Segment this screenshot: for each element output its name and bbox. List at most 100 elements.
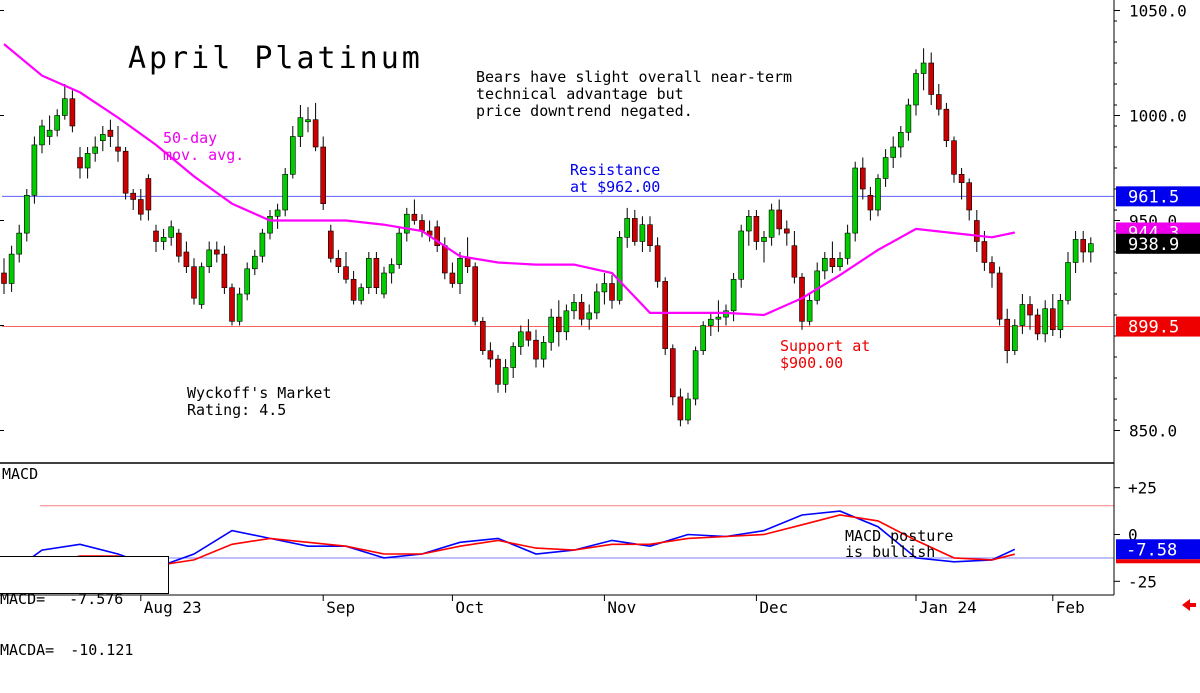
candle-body	[236, 293, 243, 322]
candle-body	[160, 237, 167, 242]
candle-body	[107, 129, 114, 137]
candle-body	[441, 245, 448, 274]
candle-body	[502, 367, 509, 385]
candle-body	[457, 257, 463, 284]
x-tick-label: Sep	[326, 598, 355, 617]
macd-comment-line-1: MACD posture	[845, 527, 953, 545]
candle-body	[905, 104, 912, 133]
y-tick-label: 850.0	[1129, 422, 1177, 441]
candle-body	[358, 287, 365, 301]
commentary-line-3: price downtrend negated.	[476, 102, 693, 120]
candle-body	[1034, 314, 1041, 335]
candle-body	[388, 264, 395, 274]
macd-y-tick-label: -25	[1128, 572, 1157, 591]
candle-body	[631, 218, 638, 242]
candle-body	[616, 237, 623, 301]
candle-body	[852, 167, 859, 234]
candle-body	[662, 281, 669, 349]
price-tag-label: 899.5	[1128, 318, 1179, 338]
scroll-right-arrow-icon[interactable]	[1182, 599, 1196, 611]
commentary-annotation: Bears have slight overall near-term tech…	[476, 68, 792, 120]
candle-body	[669, 348, 676, 398]
candle-body	[221, 253, 228, 289]
candle-body	[958, 174, 965, 184]
candle-body	[8, 253, 15, 284]
candle-body	[77, 157, 83, 169]
candle-body	[837, 257, 843, 267]
candle-body	[578, 302, 585, 320]
chart-title: April Platinum	[128, 41, 423, 76]
candle-body	[738, 230, 745, 280]
candle-body	[39, 125, 45, 146]
x-tick-label: Feb	[1056, 598, 1085, 617]
candle-body	[677, 396, 684, 421]
candle-body	[1050, 308, 1056, 331]
candle-body	[624, 218, 631, 238]
candle-body	[920, 62, 927, 74]
candle-body	[844, 232, 851, 259]
candle-body	[69, 98, 76, 127]
candle-body	[31, 144, 38, 196]
candle-body	[403, 213, 410, 234]
candle-body	[791, 245, 798, 278]
macd-panel-title: MACD	[2, 465, 38, 483]
ma-label-line-1: 50-day	[163, 129, 217, 147]
candle-body	[639, 224, 646, 242]
candle-body	[973, 220, 980, 242]
candle-body	[115, 146, 121, 152]
macda-tag-strip	[1116, 559, 1200, 564]
candle-body	[183, 251, 190, 267]
candle-body	[601, 283, 608, 293]
candle-body	[989, 262, 995, 274]
candle-body	[206, 249, 212, 267]
candle-body	[472, 266, 479, 322]
candle-body	[654, 245, 661, 282]
candle-body	[61, 98, 68, 116]
moving-average-line	[3, 43, 1016, 317]
x-tick-label: Dec	[759, 598, 788, 617]
candle-body	[814, 270, 821, 301]
candle-body	[145, 178, 152, 211]
candle-body	[890, 146, 897, 158]
candle-body	[479, 320, 486, 351]
candle-body	[487, 350, 494, 360]
candle-body	[130, 192, 136, 200]
candle-body	[776, 209, 783, 230]
candle-body	[244, 268, 250, 295]
candle-body	[935, 94, 942, 110]
y-tick-label: 1050.0	[1129, 2, 1187, 21]
y-tick-label: 1000.0	[1129, 107, 1187, 126]
macd-tag	[1116, 539, 1200, 560]
macd-readout-value: -7.576	[69, 590, 124, 608]
candle-body	[715, 316, 722, 320]
macda-readout-label: MACDA=	[0, 641, 55, 659]
candle-body	[92, 146, 98, 154]
candle-body	[730, 278, 737, 312]
candle-body	[525, 331, 532, 341]
candle-body	[100, 134, 106, 141]
candle-body	[449, 272, 456, 284]
candle-body	[297, 117, 304, 137]
candle-body	[981, 241, 988, 263]
candle-body	[1080, 239, 1086, 253]
candle-body	[320, 146, 327, 205]
candle-body	[327, 230, 334, 259]
candle-body	[1011, 325, 1018, 352]
ma-label-line-2: mov. avg.	[163, 146, 244, 164]
candle-body	[252, 255, 258, 270]
candle-body	[829, 257, 836, 267]
commentary-line-1: Bears have slight overall near-term	[476, 68, 792, 86]
candle-body	[1027, 304, 1033, 316]
candle-body	[517, 331, 524, 347]
candle-body	[1004, 318, 1011, 352]
candle-body	[571, 302, 577, 312]
candle-body	[593, 291, 600, 314]
candle-body	[214, 249, 220, 255]
candle-body	[563, 310, 570, 333]
price-tag	[1116, 316, 1200, 337]
rating-line-2: Rating: 4.5	[187, 401, 286, 419]
candle-body	[510, 346, 517, 368]
macda-readout-value: -10.121	[70, 641, 134, 659]
resistance-label-line-1: Resistance	[570, 161, 660, 179]
candle-body	[928, 62, 935, 95]
